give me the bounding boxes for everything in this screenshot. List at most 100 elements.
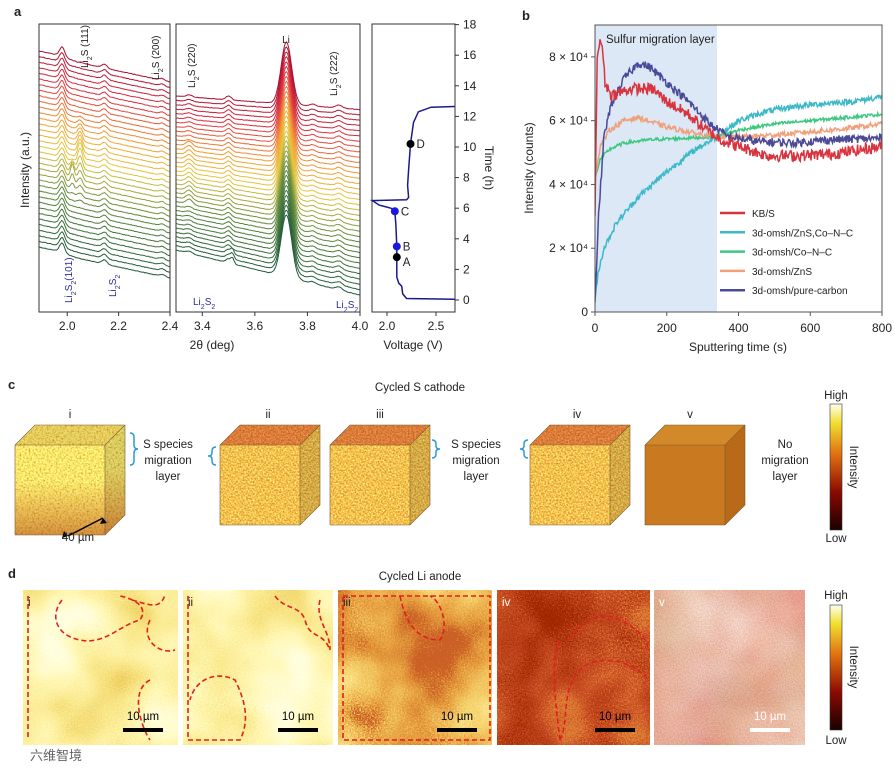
scale-bar	[750, 728, 790, 732]
sulfur-migration-region	[595, 25, 717, 312]
xrd-trace	[39, 219, 170, 257]
xrd-trace	[39, 147, 170, 183]
xrd-trace	[39, 85, 170, 122]
legend: KB/S 3d-omsh/ZnS,Co–N–C 3d-omsh/Co–N–C 3d-o…	[720, 209, 853, 297]
xrd-trace	[176, 75, 360, 148]
marker-D	[406, 139, 415, 148]
xrd-x-label: 2θ (deg)	[190, 338, 235, 352]
panel-label-b: b	[522, 8, 530, 23]
y-axis-label: Intensity (counts)	[522, 122, 536, 213]
marker-label: A	[403, 257, 411, 269]
annotation-line: migration	[452, 455, 499, 467]
y-tick-label: 0	[581, 305, 588, 319]
xrd-trace	[39, 197, 170, 234]
xrd-trace	[176, 164, 360, 243]
y-tick-label: 4 × 10⁴	[549, 177, 588, 191]
xrd-trace	[176, 110, 360, 185]
cube-face	[530, 425, 630, 445]
cube-label: v	[687, 409, 693, 421]
xrd-trace	[39, 180, 170, 217]
annotation-line: S species	[143, 439, 193, 451]
scale-bar	[123, 728, 163, 732]
xrd-trace	[176, 169, 360, 248]
annotation-line: S species	[451, 439, 501, 451]
xrd-trace	[39, 51, 170, 89]
x-tick-label: 3.4	[194, 319, 211, 333]
cube-face	[410, 425, 430, 525]
xrd-traces-left	[39, 46, 170, 279]
xrd-trace	[39, 191, 170, 229]
legend-label: KB/S	[752, 209, 775, 220]
scale-bar	[278, 728, 318, 732]
map-iv: iv 10 µm	[497, 590, 650, 745]
xrd-trace	[39, 57, 170, 94]
y-tick-label: 0	[463, 293, 470, 307]
peak-label: Li2S (200)	[151, 36, 165, 81]
colorbar-low: Low	[825, 735, 847, 747]
xrd-trace	[39, 225, 170, 262]
series-line	[595, 110, 882, 179]
xrd-trace	[176, 86, 360, 158]
series-lines	[595, 39, 882, 303]
cube-face	[220, 445, 300, 525]
series-line	[595, 94, 882, 300]
xrd-trace	[176, 100, 360, 174]
panel-label-a: a	[14, 4, 22, 19]
marker-C	[390, 207, 399, 216]
voltage-profile: 2.0 2.5 0 2 4 6 8 10 12 14 16 18 AB C D	[369, 18, 477, 333]
map-ii: ii 10 µm	[183, 590, 333, 745]
region-outline	[27, 594, 176, 741]
scale-bar-label: 10 µm	[282, 711, 314, 723]
marker-A	[392, 253, 401, 262]
cube-face	[645, 445, 725, 525]
map-label: v	[659, 597, 665, 609]
xrd-trace	[176, 105, 360, 179]
cube-face	[645, 425, 745, 445]
peak-label: Li2S (220)	[187, 44, 201, 89]
xrd-trace	[176, 209, 360, 291]
y-tick-label: 6 × 10⁴	[549, 114, 588, 128]
panel-a-xrd: a 2.0 2.2 2.4 3.4 3.6 3.8 4.0 Li2S (111) Li2S (2…	[14, 4, 496, 352]
annotation-line: layer	[156, 471, 181, 483]
cathode-title: Cycled S cathode	[375, 382, 465, 394]
voltage-curve	[369, 105, 455, 300]
x-tick-label: 4.0	[352, 319, 369, 333]
xrd-left-frame	[38, 23, 171, 313]
series-line	[595, 39, 882, 217]
colorbar-high: High	[824, 590, 848, 602]
xrd-trace	[176, 184, 360, 264]
xrd-trace	[176, 80, 360, 153]
scale-bar-label: 10 µm	[754, 711, 786, 723]
marker-label: B	[403, 241, 411, 253]
cube-face	[725, 425, 745, 525]
xrd-trace	[176, 174, 360, 254]
xrd-trace	[39, 96, 170, 133]
annotation-line: migration	[761, 455, 808, 467]
y-tick-label: 18	[463, 18, 477, 32]
brace-icon	[129, 432, 139, 466]
xrd-trace	[39, 141, 170, 178]
xrd-trace	[176, 70, 360, 142]
annotation-line: migration	[144, 455, 191, 467]
xrd-trace	[39, 68, 170, 105]
xrd-trace	[176, 135, 360, 211]
xrd-trace	[176, 41, 360, 111]
xrd-trace	[39, 108, 170, 144]
annotation-no-migration: No migration layer	[761, 439, 808, 483]
colorbar-low: Low	[825, 533, 847, 545]
panel-label-d: d	[8, 566, 16, 581]
y-tick-label: 14	[463, 79, 477, 93]
y-tick-label: 2 × 10⁴	[549, 241, 588, 255]
y-tick-label: 12	[463, 109, 477, 123]
cubes: i ii iii iv v	[14, 409, 746, 536]
map-label: i	[28, 597, 31, 609]
annotation-line: layer	[773, 471, 798, 483]
colorbar-label: Intensity	[847, 646, 859, 689]
intensity-map	[338, 590, 492, 745]
maps: i 10 µm ii 10 µm iii 10 µm iv 10 µm v 10 µm	[23, 590, 805, 745]
annotation-line: layer	[464, 471, 489, 483]
map-label: iv	[502, 597, 511, 609]
y-tick-label: 10	[463, 140, 477, 154]
legend-label: 3d-omsh/Co–N–C	[752, 248, 832, 259]
cube-label: iv	[573, 409, 582, 421]
